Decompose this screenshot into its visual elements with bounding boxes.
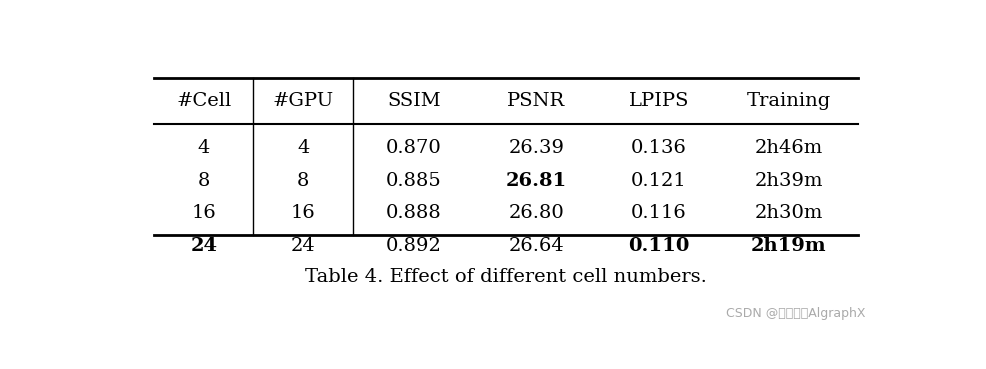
Text: 4: 4 <box>297 139 309 157</box>
Text: #GPU: #GPU <box>272 92 333 110</box>
Text: 24: 24 <box>291 237 316 255</box>
Text: 26.80: 26.80 <box>508 204 564 223</box>
Text: 16: 16 <box>191 204 216 223</box>
Text: 4: 4 <box>197 139 210 157</box>
Text: 16: 16 <box>291 204 316 223</box>
Text: LPIPS: LPIPS <box>628 92 688 110</box>
Text: 0.136: 0.136 <box>630 139 686 157</box>
Text: 8: 8 <box>197 172 210 190</box>
Text: 2h39m: 2h39m <box>754 172 822 190</box>
Text: 0.110: 0.110 <box>627 237 689 255</box>
Text: 2h46m: 2h46m <box>754 139 822 157</box>
Text: 0.885: 0.885 <box>386 172 442 190</box>
Text: 0.892: 0.892 <box>386 237 442 255</box>
Text: 0.888: 0.888 <box>386 204 442 223</box>
Text: CSDN @深圳季连AlgraphX: CSDN @深圳季连AlgraphX <box>725 307 865 320</box>
Text: #Cell: #Cell <box>176 92 231 110</box>
Text: 0.121: 0.121 <box>630 172 686 190</box>
Text: 2h19m: 2h19m <box>750 237 826 255</box>
Text: Table 4. Effect of different cell numbers.: Table 4. Effect of different cell number… <box>305 268 706 286</box>
Text: 26.64: 26.64 <box>508 237 564 255</box>
Text: 2h30m: 2h30m <box>754 204 822 223</box>
Text: 24: 24 <box>190 237 217 255</box>
Text: Training: Training <box>746 92 830 110</box>
Text: SSIM: SSIM <box>387 92 441 110</box>
Text: 8: 8 <box>297 172 309 190</box>
Text: 0.116: 0.116 <box>630 204 686 223</box>
Text: 0.870: 0.870 <box>386 139 442 157</box>
Text: 26.81: 26.81 <box>505 172 567 190</box>
Text: 26.39: 26.39 <box>508 139 564 157</box>
Text: PSNR: PSNR <box>507 92 565 110</box>
